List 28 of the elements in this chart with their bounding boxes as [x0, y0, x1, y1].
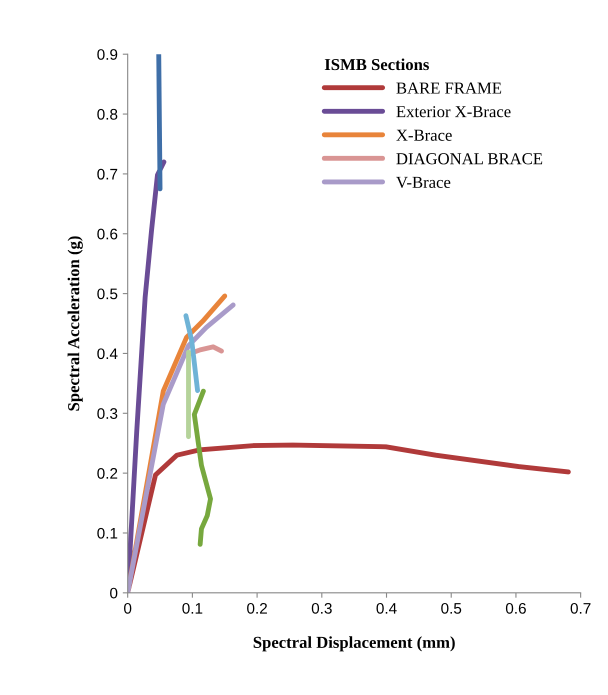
- legend-label: X-Brace: [396, 130, 452, 141]
- line-series: [128, 442, 571, 593]
- y-tick-label: 0.1: [97, 528, 118, 539]
- y-tick-label: 0.5: [97, 288, 118, 300]
- y-tick-label: 0.4: [97, 348, 118, 360]
- y-tick-label: 0.3: [97, 408, 118, 419]
- x-tick-label: 0.7: [570, 602, 590, 614]
- y-tick-label: 0.8: [97, 108, 118, 120]
- x-tick-label: 0.5: [441, 602, 462, 614]
- x-tick-label: 0.6: [506, 602, 526, 614]
- legend-title: ISMB Sections: [324, 58, 429, 70]
- y-tick-label: 0.9: [97, 49, 118, 60]
- x-tick-label: 0.3: [312, 602, 332, 614]
- x-tick-label: 0.2: [247, 602, 267, 614]
- x-axis-title: Spectral Displacement (mm): [254, 636, 455, 652]
- x-tick-label: 0: [124, 602, 132, 614]
- y-tick-label: 0.7: [97, 168, 118, 180]
- legend-label: DIAGONAL BRACE: [396, 153, 542, 164]
- line-series: [192, 388, 213, 547]
- x-tick-label: 0.1: [182, 602, 202, 614]
- legend-label: V-Brace: [396, 176, 450, 188]
- y-tick-label: 0.2: [97, 468, 118, 479]
- y-tick-label: 0: [110, 588, 118, 599]
- y-axis-title: Spectral Acceleration (g): [68, 236, 83, 411]
- legend-label: BARE FRAME: [396, 82, 502, 94]
- legend-label: Exterior X-Brace: [396, 106, 511, 118]
- x-tick-label: 0.4: [376, 602, 397, 614]
- y-tick-label: 0.6: [97, 228, 118, 240]
